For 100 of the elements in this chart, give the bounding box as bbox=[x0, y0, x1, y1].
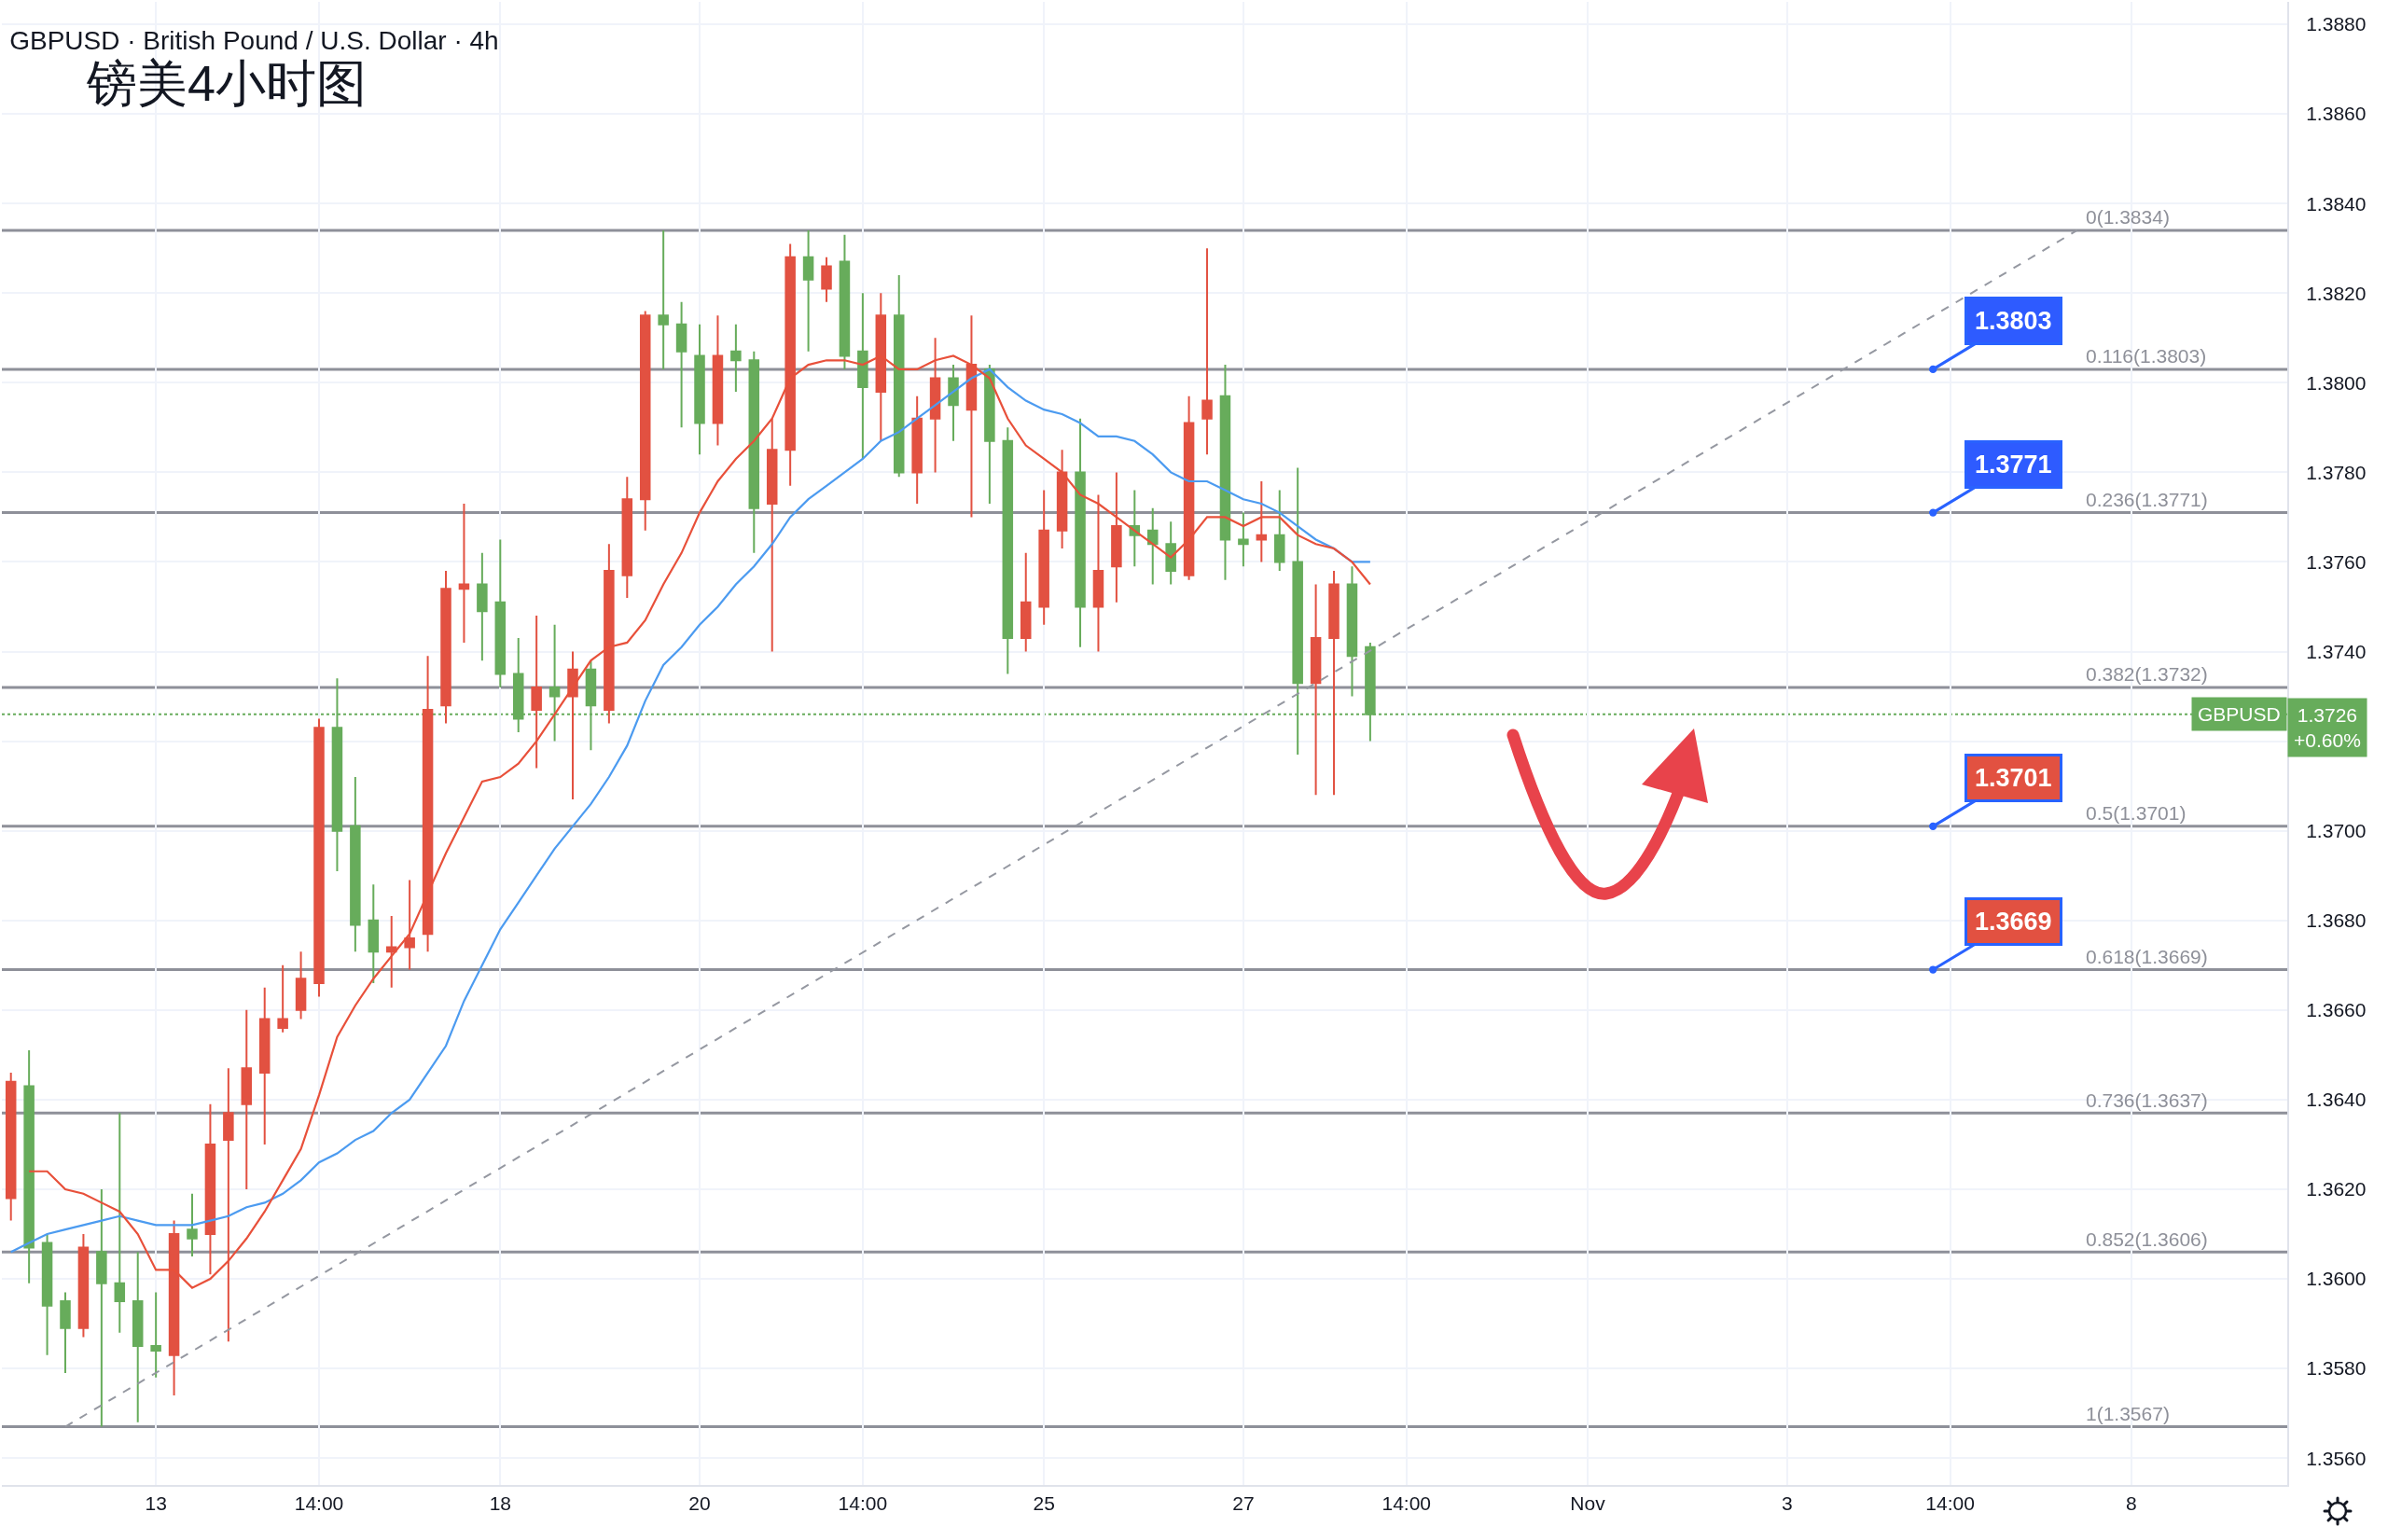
candlestick bbox=[911, 395, 923, 506]
ref-line-label: 0(1.3834) bbox=[2086, 206, 2170, 228]
y-tick-label: 1.3780 bbox=[2306, 461, 2367, 483]
candlestick bbox=[5, 1072, 17, 1222]
candlestick bbox=[802, 229, 814, 353]
candlestick bbox=[531, 615, 542, 770]
candlestick bbox=[1183, 395, 1195, 581]
candlestick bbox=[258, 986, 271, 1145]
y-tick-label: 1.3700 bbox=[2306, 820, 2367, 842]
candlestick bbox=[766, 417, 778, 653]
ref-line-label: 0.618(1.3669) bbox=[2086, 946, 2208, 967]
candlestick bbox=[1056, 449, 1068, 550]
candlestick bbox=[277, 964, 288, 1034]
x-tick-label: 14:00 bbox=[1381, 1492, 1432, 1515]
candlestick bbox=[1038, 489, 1049, 626]
text: 镑美4小时图 bbox=[86, 55, 368, 111]
candlestick bbox=[204, 1103, 216, 1276]
text: 1.3726 bbox=[2297, 704, 2358, 726]
y-tick-label: 1.3860 bbox=[2306, 103, 2367, 125]
text: +0.60% bbox=[2294, 729, 2361, 752]
candlestick bbox=[1075, 417, 1086, 648]
candlestick bbox=[839, 233, 851, 370]
ref-line-label: 0.116(1.3803) bbox=[2086, 345, 2207, 367]
ref-line-label: 0.382(1.3732) bbox=[2086, 663, 2208, 685]
annotation: 1.3803 bbox=[1975, 307, 2052, 335]
ref-line-label: 0.736(1.3637) bbox=[2086, 1089, 2208, 1111]
y-tick-label: 1.3560 bbox=[2306, 1447, 2367, 1469]
candlestick bbox=[984, 364, 995, 506]
candlestick bbox=[494, 538, 507, 688]
candlestick bbox=[948, 364, 959, 442]
candlestick bbox=[621, 476, 633, 599]
candlestick bbox=[1346, 565, 1358, 698]
y-tick-label: 1.3880 bbox=[2306, 13, 2367, 35]
annotation: 1.3771 bbox=[1975, 451, 2052, 479]
candlestick bbox=[77, 1233, 90, 1339]
candlestick bbox=[567, 650, 578, 801]
y-tick-label: 1.3600 bbox=[2306, 1268, 2367, 1290]
candlestick bbox=[712, 314, 724, 447]
x-tick-label: Nov bbox=[1570, 1492, 1606, 1515]
ref-line-label: GBPUSD bbox=[2198, 703, 2281, 725]
candlestick bbox=[477, 551, 488, 662]
candlestick bbox=[385, 914, 397, 989]
candlestick bbox=[132, 1251, 144, 1423]
candlestick bbox=[639, 310, 651, 532]
ref-line-label: 0.852(1.3606) bbox=[2086, 1228, 2208, 1250]
candlestick bbox=[604, 543, 615, 725]
x-tick-label: 13 bbox=[145, 1492, 167, 1515]
x-tick-label: 20 bbox=[688, 1492, 711, 1515]
candlestick bbox=[857, 292, 868, 460]
y-tick-label: 1.3800 bbox=[2306, 371, 2367, 394]
candlestick bbox=[730, 323, 742, 393]
y-tick-label: 1.3840 bbox=[2306, 192, 2367, 215]
x-tick-label: 14:00 bbox=[294, 1492, 344, 1515]
candlestick bbox=[658, 229, 669, 370]
annotation: 1.3701 bbox=[1975, 764, 2052, 792]
x-tick-label: 3 bbox=[1781, 1492, 1793, 1515]
x-tick-label: 14:00 bbox=[838, 1492, 888, 1515]
y-tick-label: 1.3580 bbox=[2306, 1357, 2367, 1380]
candlestick bbox=[1238, 511, 1249, 568]
candlestick bbox=[1201, 247, 1213, 456]
candlestick bbox=[458, 503, 470, 644]
candlestick bbox=[422, 655, 434, 953]
candlestick bbox=[1219, 364, 1231, 581]
x-tick-label: 27 bbox=[1232, 1492, 1255, 1515]
candlestick bbox=[60, 1291, 71, 1374]
candlestick bbox=[350, 776, 361, 953]
candlestick bbox=[1328, 570, 1340, 797]
ref-line-label: 1(1.3567) bbox=[2086, 1403, 2170, 1424]
candlestick bbox=[821, 256, 832, 303]
candlestick bbox=[150, 1291, 161, 1379]
candlestick bbox=[41, 1233, 53, 1356]
candlestick bbox=[675, 300, 687, 429]
annotation: 1.3669 bbox=[1975, 908, 2052, 936]
ref-line-label: 0.236(1.3771) bbox=[2086, 489, 2208, 510]
x-tick-label: 14:00 bbox=[1925, 1492, 1975, 1515]
y-tick-label: 1.3820 bbox=[2306, 282, 2367, 304]
candlestick bbox=[1002, 426, 1014, 675]
text: GBPUSD · British Pound / U.S. Dollar · 4h bbox=[9, 25, 499, 55]
x-tick-label: 18 bbox=[489, 1492, 511, 1515]
y-tick-label: 1.3680 bbox=[2306, 909, 2367, 932]
candlestick bbox=[1111, 471, 1122, 604]
candlestick bbox=[893, 274, 905, 479]
candlestick bbox=[440, 570, 451, 725]
candlestick bbox=[1165, 520, 1176, 586]
candlestick bbox=[1310, 583, 1322, 797]
candlestick bbox=[1092, 493, 1104, 653]
y-tick-label: 1.3760 bbox=[2306, 550, 2367, 573]
y-tick-label: 1.3620 bbox=[2306, 1178, 2367, 1200]
x-tick-label: 25 bbox=[1033, 1492, 1055, 1515]
candlestick bbox=[368, 883, 380, 984]
candlestick bbox=[23, 1049, 35, 1284]
candlestick bbox=[1273, 489, 1285, 573]
candlestick bbox=[96, 1187, 107, 1428]
candlestick bbox=[241, 1008, 253, 1190]
candlestick bbox=[1256, 479, 1268, 563]
y-tick-label: 1.3640 bbox=[2306, 1089, 2367, 1111]
candlestick bbox=[748, 350, 760, 554]
candlestick bbox=[313, 717, 325, 998]
candlestick bbox=[114, 1112, 126, 1334]
x-tick-label: 8 bbox=[2126, 1492, 2137, 1515]
